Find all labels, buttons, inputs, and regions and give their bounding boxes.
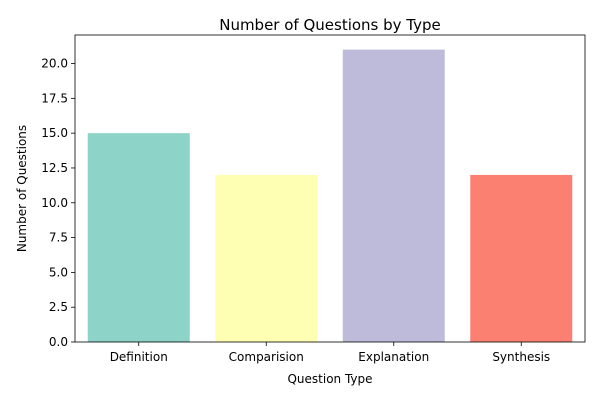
y-tick-label: 2.5: [49, 300, 68, 314]
bar-definition: [87, 133, 190, 342]
bar-synthesis: [470, 174, 573, 342]
bars-group: [87, 49, 573, 342]
bar-comparision: [215, 174, 318, 342]
y-tick-label: 12.5: [41, 161, 68, 175]
chart-title: Number of Questions by Type: [219, 16, 441, 34]
x-tick-label: Definition: [110, 350, 168, 364]
y-tick-label: 15.0: [41, 126, 68, 140]
plot-frame: [74, 34, 586, 343]
y-axis-ticks: 0.0 2.5 5.0 7.5 10.0 12.5 15.0 17.5 20.0: [41, 57, 75, 349]
y-tick-label: 10.0: [41, 196, 68, 210]
y-tick-label: 5.0: [49, 265, 68, 279]
x-tick-label: Comparision: [229, 350, 304, 364]
x-axis-label: Question Type: [287, 372, 372, 386]
x-axis-ticks: Definition Comparision Explanation Synthesi…: [110, 342, 550, 364]
bar-explanation: [342, 49, 445, 342]
y-tick-label: 20.0: [41, 57, 68, 71]
x-tick-label: Explanation: [358, 350, 429, 364]
y-tick-label: 7.5: [49, 231, 68, 245]
y-tick-label: 0.0: [49, 335, 68, 349]
y-tick-label: 17.5: [41, 91, 68, 105]
y-axis-label: Number of Questions: [15, 125, 29, 252]
x-tick-label: Synthesis: [492, 350, 550, 364]
